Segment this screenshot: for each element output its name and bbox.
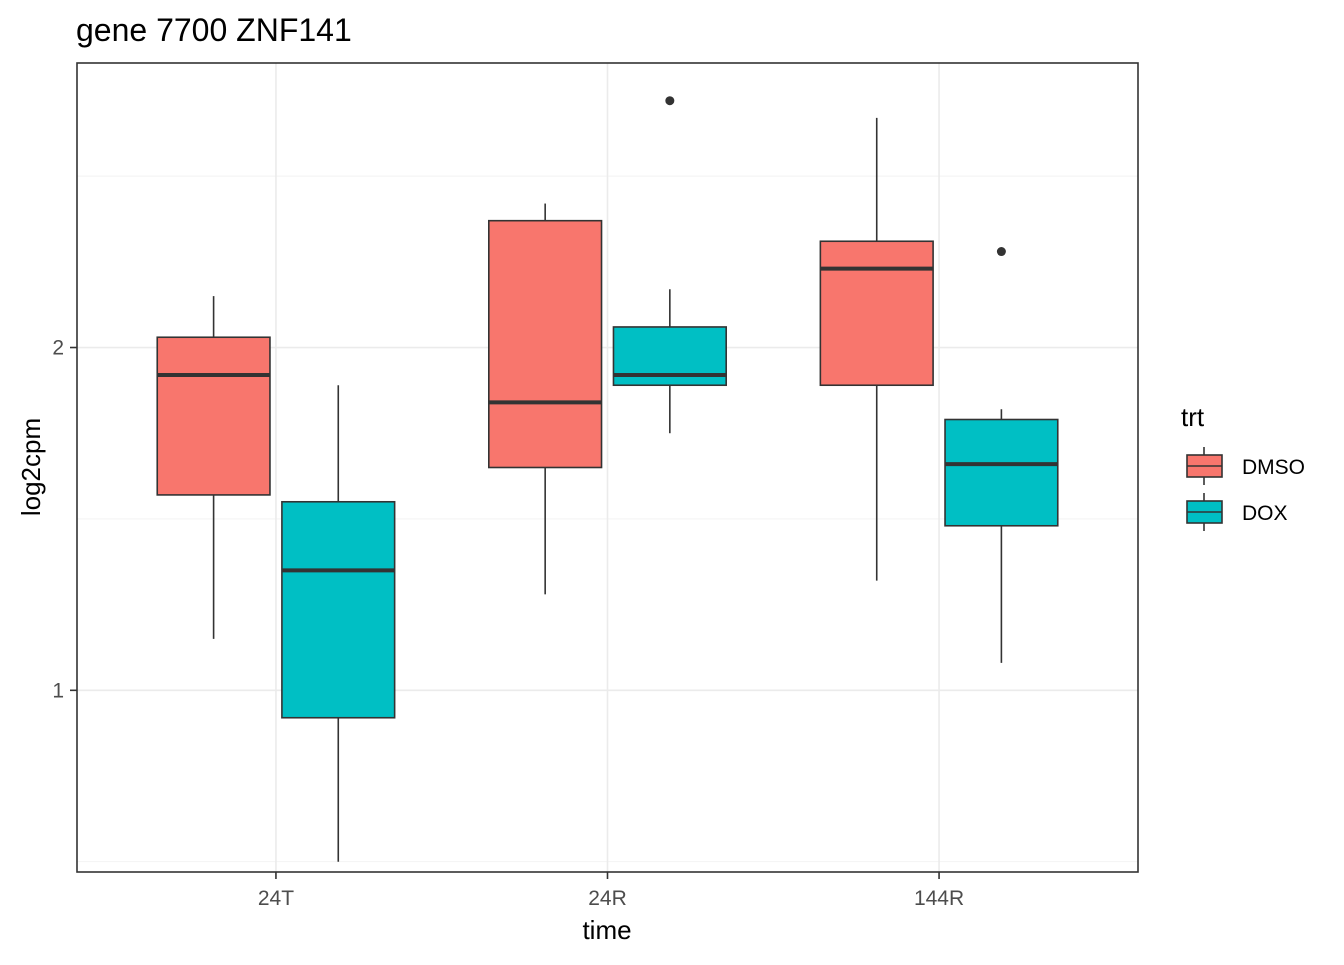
box-dmso-24r xyxy=(488,203,603,595)
box-dox-24r xyxy=(612,96,727,434)
box-iqr xyxy=(281,500,396,719)
x-tick-label: 144R xyxy=(914,887,964,910)
box-iqr xyxy=(488,219,603,469)
legend: trt DMSO DOX xyxy=(1181,402,1305,531)
x-axis-title: time xyxy=(582,915,631,945)
y-tick-label: 1 xyxy=(52,679,64,702)
box-dmso-24t xyxy=(156,296,271,639)
outlier-point xyxy=(665,96,675,106)
box-iqr xyxy=(156,336,271,496)
chart-title: gene 7700 ZNF141 xyxy=(76,12,352,48)
legend-title: trt xyxy=(1181,402,1205,432)
x-tick-label: 24T xyxy=(258,887,294,910)
box-iqr xyxy=(944,418,1059,527)
y-tick-label: 2 xyxy=(52,337,64,360)
box-dox-144r xyxy=(944,247,1059,663)
box-iqr xyxy=(819,240,934,387)
grid xyxy=(77,63,1138,872)
x-tick-label: 24R xyxy=(588,887,627,910)
axes: 1 2 24T 24R 144R xyxy=(52,337,964,910)
legend-label: DMSO xyxy=(1242,456,1305,479)
legend-entry-dox: DOX xyxy=(1186,493,1288,531)
box-layer xyxy=(156,96,1059,862)
y-axis-title: log2cpm xyxy=(16,418,46,516)
box-dox-24t xyxy=(281,385,396,862)
box-dmso-144r xyxy=(819,117,934,581)
legend-label: DOX xyxy=(1242,502,1288,525)
outlier-point xyxy=(996,247,1006,257)
legend-entry-dmso: DMSO xyxy=(1186,447,1305,485)
